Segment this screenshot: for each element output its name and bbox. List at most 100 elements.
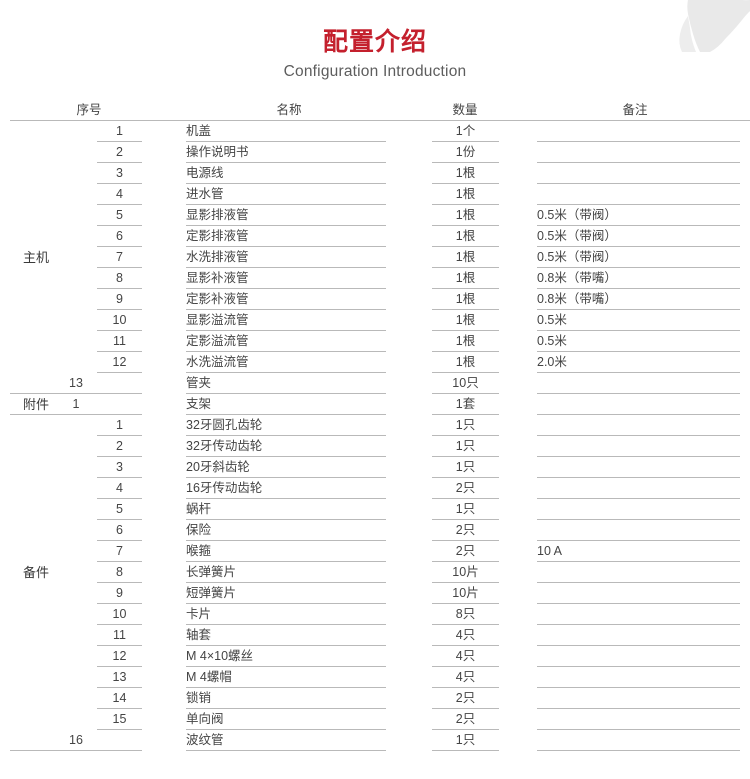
cell-name: 水洗排液管 (168, 247, 410, 268)
cell-remark-text (537, 500, 740, 520)
cell-name-text: 管夹 (186, 374, 386, 394)
cell-quantity: 4只 (410, 646, 520, 667)
cell-category (0, 415, 72, 436)
cell-quantity: 1根 (410, 352, 520, 373)
cell-index: 16 (10, 730, 168, 751)
table-row: 主机 7 水洗排液管 1根 0.5米（带阀） (0, 247, 750, 268)
cell-remark-text (537, 626, 740, 646)
cell-category (0, 520, 72, 541)
cell-name: 显影补液管 (168, 268, 410, 289)
column-header-name: 名称 (168, 100, 410, 121)
cell-category (0, 331, 72, 352)
cell-quantity-text: 2只 (432, 479, 499, 499)
cell-name: 定影排液管 (168, 226, 410, 247)
column-header-remark: 备注 (520, 100, 750, 121)
cell-name: 长弹簧片 (168, 562, 410, 583)
cell-remark (520, 688, 750, 709)
cell-name: M 4×10螺丝 (168, 646, 410, 667)
cell-remark (520, 163, 750, 184)
cell-quantity: 1根 (410, 247, 520, 268)
cell-category (0, 121, 72, 142)
cell-quantity-text: 1根 (432, 227, 499, 247)
cell-remark-text (537, 416, 740, 436)
table-row: 3 电源线 1根 (0, 163, 750, 184)
cell-name: 保险 (168, 520, 410, 541)
cell-index-text: 13 (10, 374, 142, 394)
cell-name: 单向阀 (168, 709, 410, 730)
cell-category (0, 142, 72, 163)
cell-name: 进水管 (168, 184, 410, 205)
cell-name-text: 波纹管 (186, 731, 386, 751)
table-row: 10 卡片 8只 (0, 604, 750, 625)
page-title-block: 配置介绍 Configuration Introduction (0, 0, 750, 84)
cell-remark: 0.5米 (520, 310, 750, 331)
cell-quantity: 1只 (410, 730, 520, 751)
table-row: 2 操作说明书 1份 (0, 142, 750, 163)
cell-remark (520, 625, 750, 646)
cell-index-text: 3 (97, 164, 142, 184)
cell-name: 波纹管 (168, 730, 410, 751)
page-title-cn: 配置介绍 (322, 28, 427, 56)
table-row: 2 32牙传动齿轮 1只 (0, 436, 750, 457)
cell-index-text: 7 (97, 542, 142, 562)
cell-remark-text: 0.8米（带嘴） (537, 269, 740, 289)
cell-remark-text: 0.5米 (537, 311, 740, 331)
cell-quantity: 4只 (410, 625, 520, 646)
cell-name-text: 水洗排液管 (186, 248, 386, 268)
cell-remark: 0.5米 (520, 331, 750, 352)
category-label-2: 附件 (22, 397, 49, 412)
cell-index: 1 (72, 415, 168, 436)
cell-category (0, 646, 72, 667)
cell-quantity-text: 2只 (432, 521, 499, 541)
cell-name-text: 水洗溢流管 (186, 353, 386, 373)
cell-remark (520, 667, 750, 688)
cell-quantity: 1个 (410, 121, 520, 142)
cell-quantity: 1根 (410, 331, 520, 352)
cell-name-text: 支架 (186, 395, 386, 415)
column-header-index-label: 序号 (10, 101, 168, 121)
table-header: 序号 名称 数量 备注 (0, 100, 750, 121)
configuration-table: 序号 名称 数量 备注 1 机盖 1个 2 操作说明书 1份 3 电源线 1根 4 进水管 1根 5 显影… (0, 100, 750, 751)
table-row: 1 机盖 1个 (0, 121, 750, 142)
cell-remark-text (537, 563, 740, 583)
cell-name: 显影排液管 (168, 205, 410, 226)
cell-remark-text: 0.5米 (537, 332, 740, 352)
cell-index: 8 (72, 562, 168, 583)
cell-remark-text (537, 731, 740, 751)
cell-quantity: 2只 (410, 520, 520, 541)
cell-index-text: 13 (97, 668, 142, 688)
cell-index: 13 (72, 667, 168, 688)
cell-quantity-text: 1只 (432, 437, 499, 457)
cell-index-text: 15 (97, 710, 142, 730)
cell-quantity-text: 1个 (432, 122, 499, 142)
cell-index: 10 (72, 604, 168, 625)
cell-index-text: 3 (97, 458, 142, 478)
cell-remark-text (537, 584, 740, 604)
cell-quantity-text: 10片 (432, 584, 499, 604)
cell-remark-text (537, 521, 740, 541)
cell-index: 6 (72, 520, 168, 541)
cell-quantity: 2只 (410, 541, 520, 562)
cell-quantity-text: 1根 (432, 185, 499, 205)
cell-name-text: 蜗杆 (186, 500, 386, 520)
cell-quantity: 1根 (410, 268, 520, 289)
cell-index-text: 6 (97, 227, 142, 247)
cell-remark (520, 478, 750, 499)
cell-remark (520, 583, 750, 604)
cell-name-text: 定影排液管 (186, 227, 386, 247)
cell-category (0, 667, 72, 688)
cell-index: 11 (72, 331, 168, 352)
cell-category (0, 352, 72, 373)
table-row: 11 轴套 4只 (0, 625, 750, 646)
cell-name-text: 锁销 (186, 689, 386, 709)
cell-remark-text (537, 143, 740, 163)
cell-index: 7 (72, 247, 168, 268)
cell-quantity: 2只 (410, 478, 520, 499)
cell-remark (520, 520, 750, 541)
table-row: 4 16牙传动齿轮 2只 (0, 478, 750, 499)
cell-index: 9 (72, 583, 168, 604)
table-row: 备件 8 长弹簧片 10片 (0, 562, 750, 583)
cell-name-text: 操作说明书 (186, 143, 386, 163)
cell-name: 短弹簧片 (168, 583, 410, 604)
cell-remark (520, 121, 750, 142)
